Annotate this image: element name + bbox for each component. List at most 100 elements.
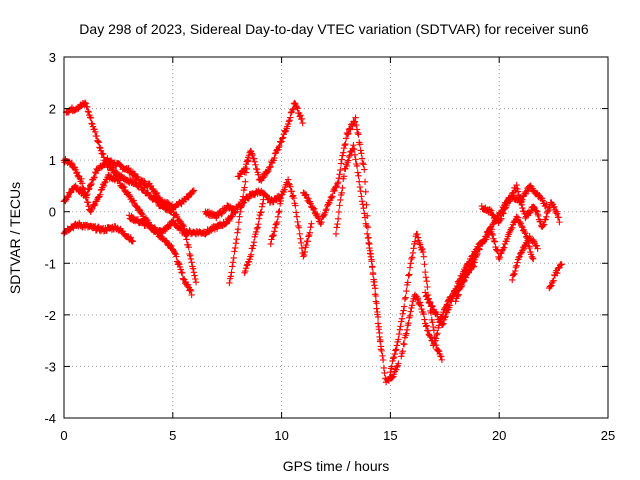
data-point (285, 180, 293, 187)
data-point (550, 277, 557, 284)
data-point (518, 222, 525, 230)
data-point (551, 206, 559, 214)
data-point (189, 265, 197, 272)
series-S (546, 260, 565, 292)
data-point (513, 181, 520, 189)
data-point (512, 263, 520, 271)
data-point (519, 247, 526, 254)
data-point (331, 187, 338, 194)
data-point (482, 233, 490, 240)
data-point (393, 346, 400, 353)
data-point (80, 185, 87, 193)
data-point (355, 131, 362, 138)
data-point (426, 298, 433, 306)
data-point (192, 275, 199, 283)
series-J (267, 176, 315, 260)
data-point (416, 239, 423, 247)
data-point (547, 282, 554, 290)
data-point (404, 279, 412, 286)
data-point (424, 327, 432, 335)
data-point (416, 299, 424, 306)
data-point (360, 204, 367, 212)
data-point (397, 323, 404, 330)
data-point (488, 210, 496, 218)
data-point (408, 255, 415, 263)
data-point (347, 126, 354, 133)
data-point (513, 262, 520, 269)
data-point (364, 234, 372, 242)
data-point (293, 104, 301, 111)
data-point (517, 196, 525, 204)
data-point (359, 159, 367, 167)
data-point (428, 302, 435, 310)
data-point (242, 267, 249, 275)
data-point (558, 261, 565, 268)
data-point (308, 220, 315, 227)
data-point (521, 242, 528, 250)
data-point (496, 253, 504, 261)
data-point (257, 209, 264, 216)
x-tick-label: 0 (60, 428, 67, 443)
data-point (426, 332, 433, 339)
data-point (271, 228, 278, 235)
data-point (420, 310, 427, 318)
y-tick-label: -1 (44, 256, 56, 271)
data-point (435, 348, 443, 355)
data-point (518, 201, 525, 209)
data-point (121, 183, 128, 191)
data-point (513, 213, 520, 220)
data-point (461, 277, 468, 284)
data-point (348, 148, 355, 156)
data-point (332, 230, 340, 238)
data-point (271, 154, 278, 162)
data-point (517, 218, 524, 226)
data-point (400, 303, 408, 310)
data-point (435, 346, 442, 354)
data-point (410, 245, 417, 252)
data-point (371, 285, 379, 292)
data-point (437, 353, 445, 360)
data-point (275, 209, 282, 216)
data-point (100, 182, 108, 190)
x-tick-label: 15 (383, 428, 397, 443)
data-point (338, 156, 346, 163)
data-point (344, 131, 351, 138)
data-point (187, 252, 194, 259)
data-point (530, 203, 538, 211)
data-point (187, 255, 195, 263)
data-point (427, 333, 435, 341)
data-point (368, 258, 375, 265)
data-point (136, 206, 143, 213)
data-point (342, 135, 350, 142)
data-point (184, 281, 192, 288)
data-point (369, 263, 376, 271)
data-point (406, 312, 414, 319)
data-point (91, 174, 98, 181)
data-point (499, 209, 507, 216)
data-point (351, 151, 359, 159)
data-point (97, 191, 104, 198)
data-point (232, 240, 240, 247)
series-H (234, 99, 306, 184)
data-point (356, 183, 364, 191)
data-point (465, 268, 472, 275)
data-point (419, 245, 426, 253)
data-point (357, 147, 364, 154)
data-point (339, 184, 346, 192)
data-point (357, 188, 364, 195)
data-point (173, 253, 180, 260)
data-point (259, 200, 266, 207)
data-point (454, 292, 462, 299)
data-point (208, 227, 215, 234)
data-point (87, 181, 95, 189)
data-point (371, 282, 378, 289)
data-point (422, 289, 429, 296)
data-point (297, 239, 305, 247)
data-point (455, 291, 462, 298)
data-point (87, 114, 95, 122)
data-point (277, 197, 285, 205)
data-point (250, 242, 257, 249)
data-point (398, 315, 406, 322)
data-point (273, 147, 280, 154)
data-point (358, 155, 366, 162)
